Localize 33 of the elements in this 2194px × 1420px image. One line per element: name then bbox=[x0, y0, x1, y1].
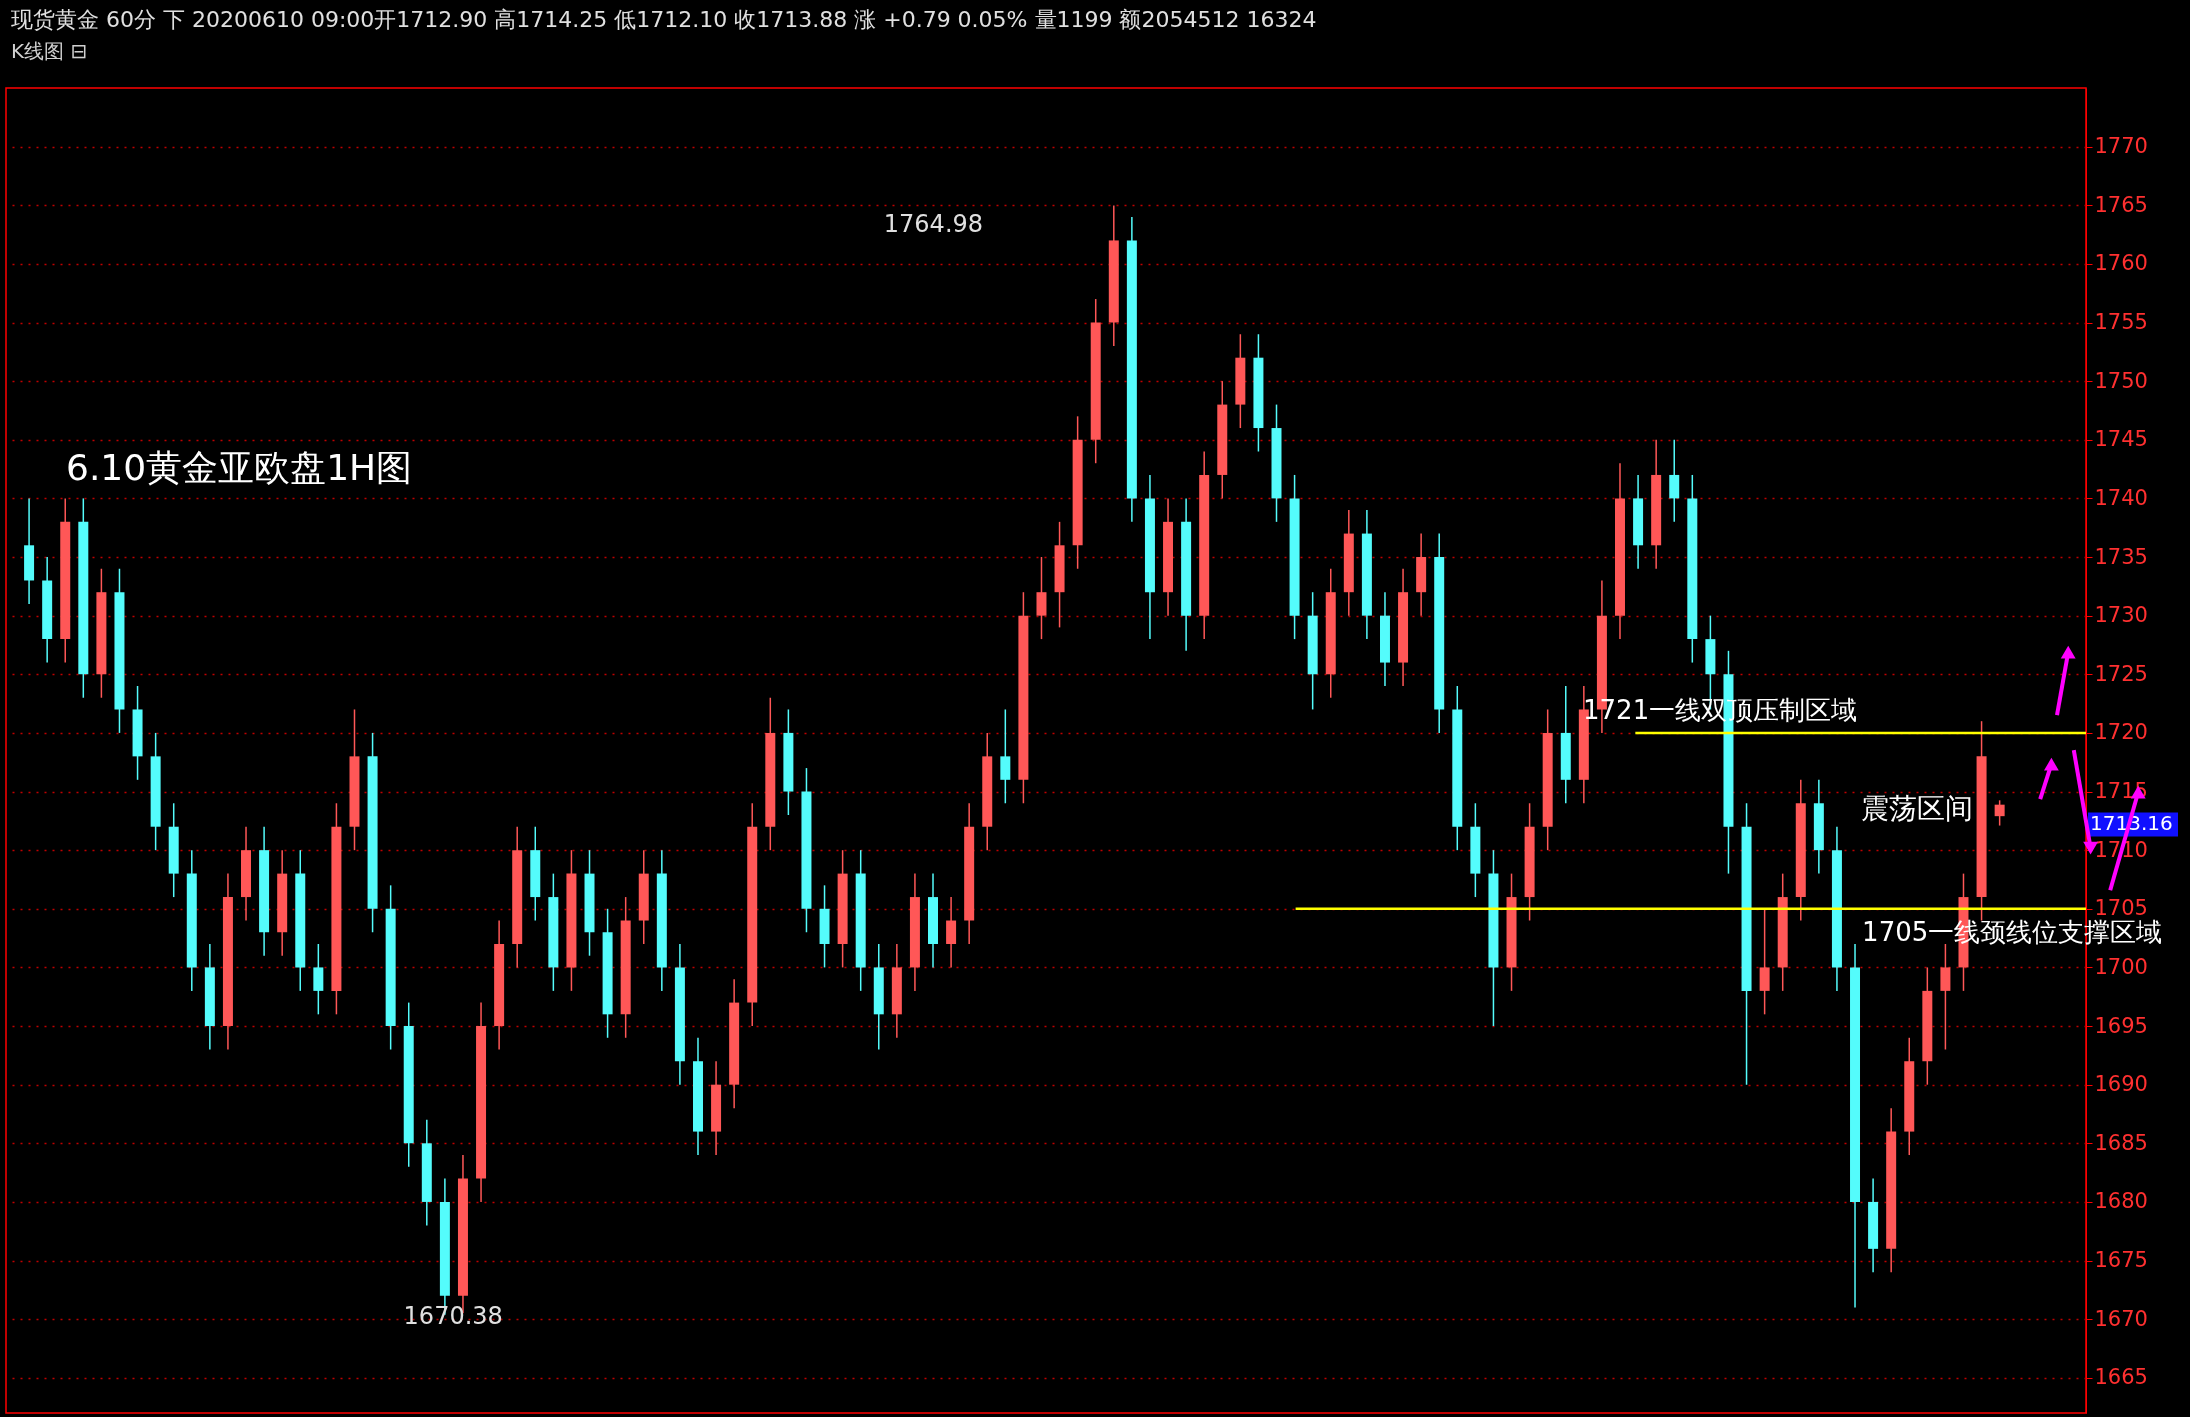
candlestick bbox=[1669, 439, 1680, 523]
candlestick bbox=[1000, 708, 1011, 805]
y-tick-label: 1730 bbox=[2094, 603, 2148, 628]
y-tick-label: 1755 bbox=[2094, 310, 2148, 335]
y-tick-label: 1770 bbox=[2094, 134, 2148, 159]
candlestick bbox=[1759, 908, 1770, 1016]
y-tick-label: 1750 bbox=[2094, 368, 2148, 393]
y-tick-label: 1725 bbox=[2094, 661, 2148, 686]
y-tick-label: 1675 bbox=[2094, 1248, 2148, 1273]
annotation: 1764.98 bbox=[883, 210, 984, 239]
y-tick-label: 1740 bbox=[2094, 485, 2148, 510]
text: 现货黄金 60分 下 20200610 09:00开1712.90 高1714.25 低1712.10 收1713.88 涨 +0.79 0.05% 量1199 额2054512 16324 bbox=[11, 7, 1317, 32]
candlestick bbox=[1036, 556, 1047, 640]
y-tick-label: 1685 bbox=[2094, 1130, 2148, 1155]
y-tick-label: 1690 bbox=[2094, 1072, 2148, 1097]
text: K线图 ⊟ bbox=[11, 39, 88, 63]
y-tick-label: 1670 bbox=[2094, 1306, 2148, 1331]
y-tick-label: 1680 bbox=[2094, 1189, 2148, 1214]
text: 6.10黄金亚欧盘1H图 bbox=[66, 446, 413, 488]
y-tick-label: 1765 bbox=[2094, 192, 2148, 217]
candlestick bbox=[1940, 943, 1951, 1051]
candlestick bbox=[313, 943, 324, 1016]
y-tick-label: 1720 bbox=[2094, 720, 2148, 745]
annotation: 震荡区间 bbox=[1861, 792, 1973, 826]
y-tick-label: 1760 bbox=[2094, 251, 2148, 276]
y-tick-label: 1745 bbox=[2094, 427, 2148, 452]
y-tick-label: 1700 bbox=[2094, 954, 2148, 979]
y-tick-label: 1735 bbox=[2094, 544, 2148, 569]
candlestick bbox=[946, 896, 957, 969]
y-tick-label: 1665 bbox=[2094, 1365, 2148, 1390]
candlestick bbox=[1994, 799, 2005, 827]
y-tick-label: 1695 bbox=[2094, 1013, 2148, 1038]
annotation: 1670.38 bbox=[403, 1302, 503, 1331]
